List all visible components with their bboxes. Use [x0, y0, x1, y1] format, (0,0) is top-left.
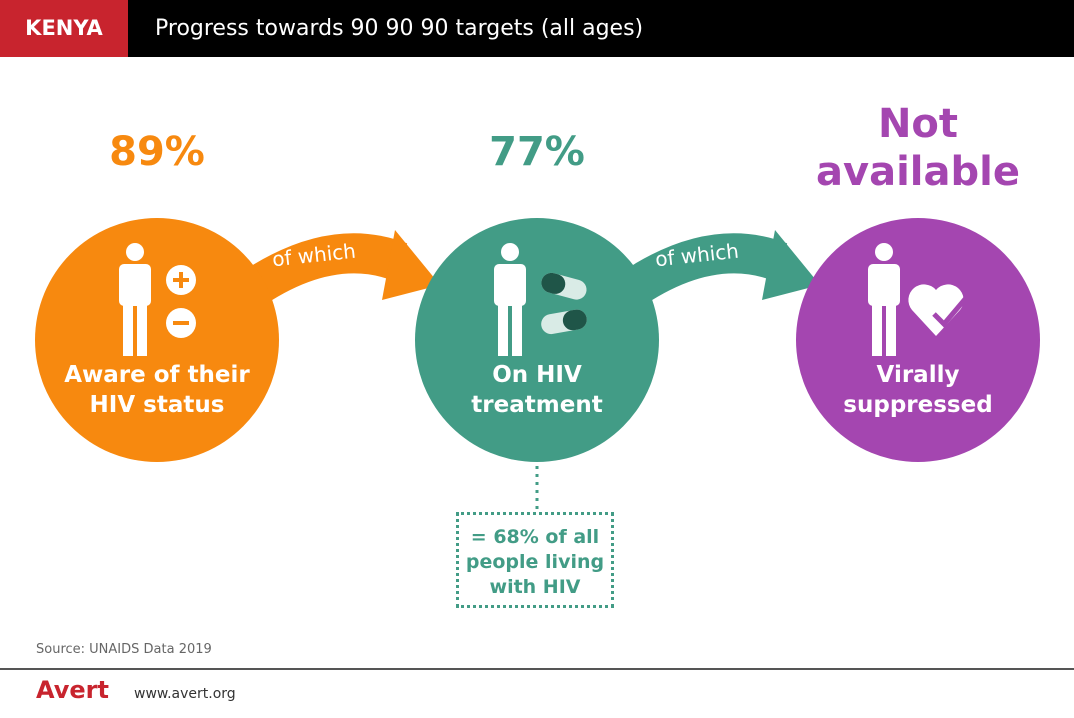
- person-heart-check-icon: [868, 243, 968, 356]
- label-line: Virally: [876, 362, 960, 388]
- stage-1-label: Aware of their HIV status: [35, 360, 279, 420]
- header-bar: KENYA Progress towards 90 90 90 targets …: [0, 0, 1074, 57]
- stage-3-circle: Virally suppressed: [796, 218, 1040, 462]
- label-line: Aware of their: [64, 362, 250, 388]
- note-line: with HIV: [489, 576, 581, 598]
- country-label: KENYA: [0, 0, 128, 57]
- footer-divider: [0, 668, 1074, 670]
- label-line: On HIV: [492, 362, 582, 388]
- person-plus-minus-icon: [119, 243, 196, 356]
- label-line: suppressed: [843, 392, 993, 418]
- value-line: Not: [877, 101, 959, 147]
- source-text: Source: UNAIDS Data 2019: [36, 642, 212, 657]
- stage-2-label: On HIV treatment: [415, 360, 659, 420]
- website-link[interactable]: www.avert.org: [134, 686, 236, 702]
- note-line: = 68% of all: [470, 526, 600, 548]
- stage-2-circle: On HIV treatment: [415, 218, 659, 462]
- stage-3-value: Not available: [768, 100, 1068, 196]
- stage-1-circle: Aware of their HIV status: [35, 218, 279, 462]
- stage-2-value: 77%: [489, 129, 585, 175]
- avert-logo: Avert: [36, 676, 109, 704]
- overall-note-box: = 68% of all people living with HIV: [456, 512, 614, 608]
- note-line: people living: [465, 551, 605, 573]
- arrow-2: [616, 233, 788, 309]
- person-pills-icon: [494, 243, 587, 356]
- stage-1-value: 89%: [109, 129, 205, 175]
- arrow-1: [236, 233, 408, 309]
- label-line: treatment: [471, 392, 603, 418]
- arrow-1-head: [382, 230, 440, 300]
- page-title: Progress towards 90 90 90 targets (all a…: [155, 16, 644, 41]
- stage-3-label: Virally suppressed: [796, 360, 1040, 420]
- arrow-2-head: [762, 230, 820, 300]
- value-line: available: [816, 149, 1020, 195]
- label-line: HIV status: [89, 392, 225, 418]
